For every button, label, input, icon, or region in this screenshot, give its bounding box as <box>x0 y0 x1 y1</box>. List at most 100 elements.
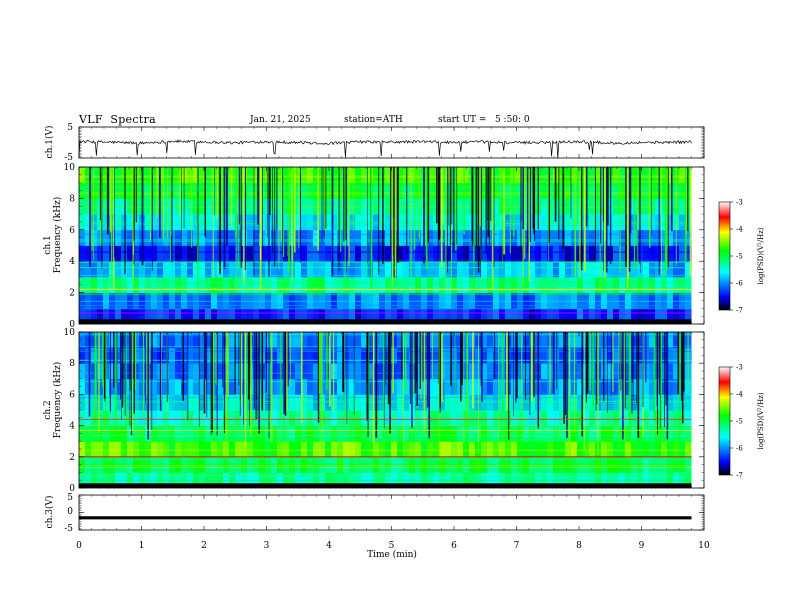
ch1-spec-cell <box>301 308 307 325</box>
ch1-spec-cell <box>571 198 577 215</box>
ch1-spec-cell <box>487 214 493 231</box>
ch1-spec-cell <box>499 182 505 199</box>
ch2-spec-cell <box>601 394 607 411</box>
ch2-spec-cell <box>643 441 649 458</box>
ch2-spec-cell <box>307 441 313 458</box>
ch1-spec-cell <box>583 229 589 246</box>
ch2-spec-cell <box>517 378 523 395</box>
ch2-spec-cell <box>97 347 103 364</box>
ch1-spec-cell <box>409 229 415 246</box>
ch1-spec-cell <box>427 182 433 199</box>
ch2-spec-cell <box>457 347 463 364</box>
ch2-spec-cell <box>649 332 655 348</box>
ch1-spec-cell <box>289 276 295 293</box>
ch1-spec-cell <box>655 276 661 293</box>
ch1-spec-cell <box>115 276 121 293</box>
ch2-spec-cell <box>667 378 673 395</box>
ch1-spec-cell <box>373 292 379 309</box>
ch2-spec-cell <box>607 363 613 380</box>
ch2-spec-cell <box>313 425 319 442</box>
ch1-spec-cell <box>259 229 265 246</box>
ch1-spec-cell <box>589 245 595 262</box>
ch1-spec-cell <box>691 276 692 293</box>
ch1-spec-cell <box>421 308 427 325</box>
ch1-spec-cell <box>493 261 499 278</box>
ch1-spec-cell <box>139 276 145 293</box>
ch2-spec-cell <box>625 410 631 426</box>
ch1-spec-cell <box>445 308 451 325</box>
ch1-spec-cell <box>379 308 385 325</box>
ch1-spec-cell <box>211 292 217 309</box>
ch2-spec-cell <box>685 441 691 458</box>
ch1-spec-cell <box>253 229 259 246</box>
ch1-spec-cell <box>571 182 577 199</box>
ch1-spec-cell <box>637 167 643 184</box>
ch1-spec-cell <box>307 229 313 246</box>
ch1-spec-cell <box>457 198 463 215</box>
ch2-spec-cell <box>607 347 613 364</box>
ch2-spec-cell <box>661 332 667 348</box>
ch1-spec-cell <box>241 308 247 325</box>
ch2-spec-cell <box>79 394 85 411</box>
ch2-channel-label: ch.2 <box>43 400 53 419</box>
ch2-spec-cell <box>661 456 667 473</box>
ch1-spec-cell <box>139 292 145 309</box>
ch1-spec-cell <box>589 182 595 199</box>
ch2-spec-cell <box>205 378 211 395</box>
ch2-spec-cell <box>121 363 127 380</box>
ch1-spec-cell <box>493 229 499 246</box>
ch1-spec-cell <box>505 214 511 231</box>
ch2-spec-cell <box>229 394 235 411</box>
ch2-spec-cell <box>91 378 97 395</box>
ch2-spec-cell <box>367 394 373 411</box>
ch2-spec-cell <box>691 347 692 364</box>
ch1-spec-cell <box>133 292 139 309</box>
ch2-spec-cell <box>379 410 385 426</box>
ch2-colorbar-tick-label: -5 <box>736 418 743 426</box>
ch2-spec-cell <box>349 441 355 458</box>
ch1-spec-cell <box>565 182 571 199</box>
ch2-spec-cell <box>277 378 283 395</box>
ch1-spec-cell <box>487 292 493 309</box>
ch2-spec-cell <box>91 363 97 380</box>
ch2-spec-cell <box>601 425 607 442</box>
ch1-spec-cell <box>511 261 517 278</box>
ch2-spec-cell <box>463 347 469 364</box>
ch2-spec-cell <box>589 441 595 458</box>
ch1-spec-cell <box>535 308 541 325</box>
ch2-spec-cell <box>505 394 511 411</box>
ch2-spec-cell <box>307 410 313 426</box>
ch2-spec-cell <box>625 332 631 348</box>
ch1-spec-cell <box>163 214 169 231</box>
ch2-spec-cell <box>601 410 607 426</box>
ch2-spec-cell <box>373 441 379 458</box>
ch2-spec-cell <box>199 363 205 380</box>
ch2-spec-cell <box>181 347 187 364</box>
ch2-spec-cell <box>307 332 313 348</box>
ch2-spec-cell <box>367 410 373 426</box>
ch1-spec-cell <box>265 167 271 184</box>
ch2-spec-cell <box>295 332 301 348</box>
ch2-spec-cell <box>427 363 433 380</box>
ch2-spec-cell <box>187 394 193 411</box>
ch1-spec-cell <box>559 308 565 325</box>
ch2-spec-cell <box>91 410 97 426</box>
ch1-spec-cell <box>355 308 361 325</box>
ch2-spec-cell <box>493 456 499 473</box>
ch1-spec-cell <box>571 229 577 246</box>
ch2-spec-cell <box>493 347 499 364</box>
ch2-spec-cell <box>79 378 85 395</box>
ch2-spec-cell <box>199 425 205 442</box>
ch2-spec-cell <box>229 456 235 473</box>
ch2-spec-cell <box>127 456 133 473</box>
ch1-timeseries-panel: 5 -5 ch.1(V) <box>44 123 705 163</box>
ch2-spec-cell <box>97 332 103 348</box>
ch2-spec-cell <box>487 410 493 426</box>
ch2-spec-cell <box>625 363 631 380</box>
ch1-spec-cell <box>91 198 97 215</box>
ch1-spec-cell <box>613 214 619 231</box>
ch2-spec-cell <box>577 441 583 458</box>
ch2-spec-cell <box>301 332 307 348</box>
ch2-spec-cell <box>565 441 571 458</box>
ch1-spec-cell <box>259 167 265 184</box>
